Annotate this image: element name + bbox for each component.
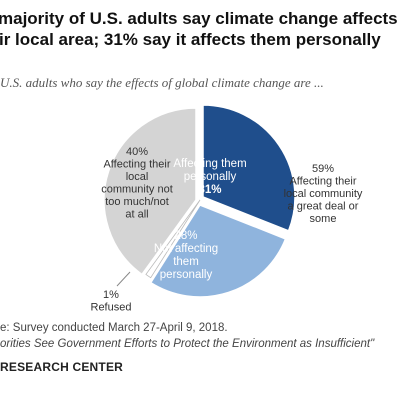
chart-subtitle: U.S. adults who say the effects of globa… [0, 75, 324, 90]
slice-refused-label: 1% Refused [91, 289, 132, 314]
source-note: e: Survey conducted March 27-April 9, 20… [0, 322, 228, 334]
slice-local-not-much [103, 107, 197, 276]
slice-affecting-personally-label: Affecting them personally 31% [173, 158, 246, 196]
brand-name: RESEARCH CENTER [0, 360, 124, 374]
slice-affecting-personally [202, 104, 296, 232]
report-title: orities See Government Efforts to Protec… [0, 338, 375, 350]
chart-title: majority of U.S. adults say climate chan… [0, 8, 400, 50]
slice-not-affecting-personally-label: 28% Not affecting them personally [154, 230, 218, 281]
group-annotation-label: 59% Affecting their local community a great… [284, 163, 363, 225]
slice-not-affecting-personally [149, 204, 287, 298]
title-line-2: ir local area; 31% say it affects them p… [0, 30, 381, 49]
slice-refused-outline [145, 199, 201, 279]
refused-leader-line [116, 271, 131, 287]
slice-local-not-much-label: 40% Affecting their local community not too … [101, 146, 173, 221]
title-line-1: majority of U.S. adults say climate chan… [0, 9, 398, 28]
